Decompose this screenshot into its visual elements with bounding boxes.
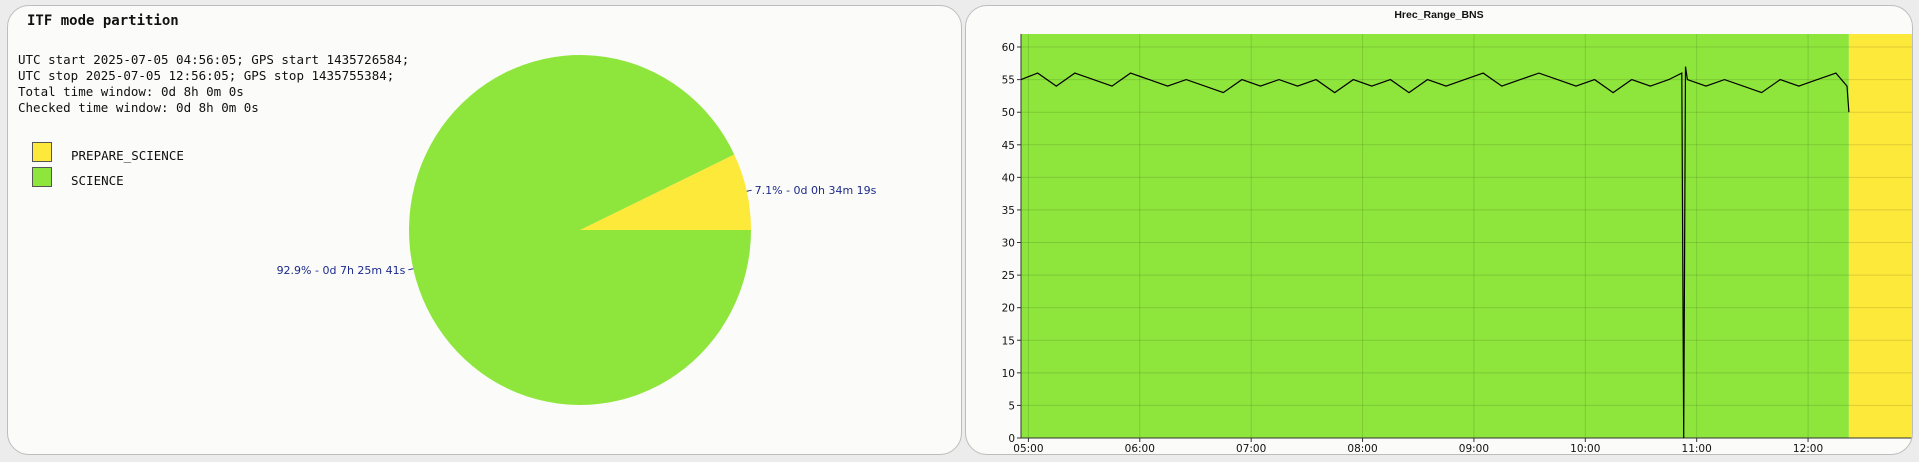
pie-slice-prepare-science	[580, 154, 751, 230]
y-tick-label: 35	[1002, 205, 1015, 217]
y-tick-label: 40	[1002, 172, 1015, 184]
y-tick-label: 60	[1002, 42, 1015, 54]
x-tick-label: 07:00	[1236, 443, 1266, 454]
x-tick-label: 06:00	[1125, 443, 1155, 454]
x-tick-label: 11:00	[1682, 443, 1712, 454]
legend-swatch-prepare-science	[32, 142, 52, 162]
legend-label-prepare-science: PREPARE_SCIENCE	[71, 148, 184, 163]
panel-title: ITF mode partition	[27, 13, 179, 29]
x-tick-label: 10:00	[1570, 443, 1600, 454]
pie-label-leader	[746, 189, 752, 192]
x-tick-label: 12:00	[1793, 443, 1823, 454]
y-tick-label: 20	[1002, 303, 1015, 315]
y-tick-label: 50	[1002, 107, 1015, 119]
y-tick-label: 0	[1008, 433, 1015, 445]
total-window-line: Total time window: 0d 8h 0m 0s	[18, 84, 244, 99]
range-series-line	[1020, 66, 1850, 439]
legend-swatch-science	[32, 167, 52, 187]
mode-partition-panel: ITF mode partition UTC start 2025-07-05 …	[7, 5, 962, 455]
range-line-chart: 0 5 10 15 20 25 30 35 40 45 50 55 60 05:00 06:00 07:00 0…	[1002, 34, 1912, 454]
pie-label: 7.1% - 0d 0h 34m 19s	[755, 184, 877, 197]
y-tick-label: 55	[1002, 75, 1015, 87]
x-tick-label: 08:00	[1347, 443, 1377, 454]
y-tick-label: 45	[1002, 140, 1015, 152]
utc-start-line: UTC start 2025-07-05 04:56:05; GPS start…	[18, 52, 410, 67]
x-tick-label: 09:00	[1459, 443, 1489, 454]
utc-stop-line: UTC stop 2025-07-05 12:56:05; GPS stop 1…	[18, 68, 395, 83]
pie-chart: 7.1% - 0d 0h 34m 19s 92.9% - 0d 7h 25m 41…	[277, 55, 877, 406]
pie-slice-science	[409, 55, 751, 406]
y-tick-label: 25	[1002, 270, 1015, 282]
y-tick-label: 15	[1002, 335, 1015, 347]
background-segment-prepare-science	[1848, 34, 1912, 438]
chart-title: Hrec_Range_BNS	[1394, 9, 1484, 21]
checked-window-line: Checked time window: 0d 8h 0m 0s	[18, 100, 259, 115]
pie-label: 92.9% - 0d 7h 25m 41s	[277, 264, 406, 277]
y-tick-label: 10	[1002, 368, 1015, 380]
pie-label-leader	[408, 268, 414, 271]
y-tick-label: 5	[1008, 400, 1015, 412]
range-chart-panel: Hrec_Range_BNS 0 5 10 15 20 25 30 35 40 45 50 55 60 0…	[965, 5, 1913, 455]
x-tick-label: 05:00	[1013, 443, 1043, 454]
y-tick-label: 30	[1002, 238, 1015, 250]
background-segment-science	[1021, 34, 1849, 438]
legend-label-science: SCIENCE	[71, 173, 124, 188]
